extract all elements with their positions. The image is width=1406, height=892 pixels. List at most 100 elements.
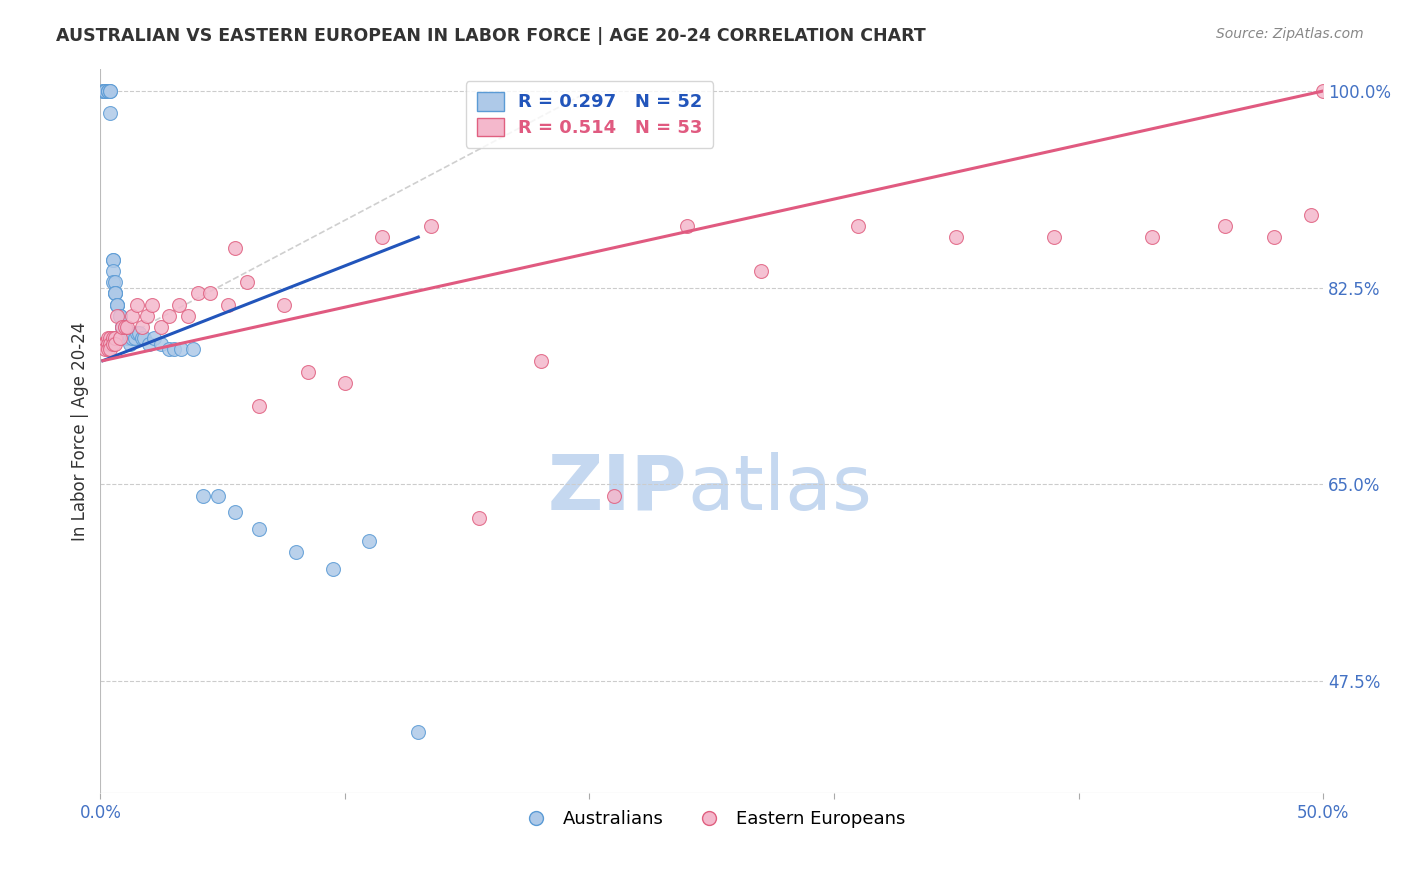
Point bbox=[406, 724, 429, 739]
Point bbox=[170, 343, 193, 357]
Point bbox=[676, 219, 699, 233]
Point bbox=[121, 331, 143, 345]
Point bbox=[603, 489, 626, 503]
Point bbox=[157, 309, 180, 323]
Point bbox=[107, 297, 129, 311]
Point bbox=[135, 309, 157, 323]
Point bbox=[273, 297, 295, 311]
Text: AUSTRALIAN VS EASTERN EUROPEAN IN LABOR FORCE | AGE 20-24 CORRELATION CHART: AUSTRALIAN VS EASTERN EUROPEAN IN LABOR … bbox=[56, 27, 927, 45]
Text: atlas: atlas bbox=[688, 452, 872, 526]
Point bbox=[104, 275, 127, 289]
Point bbox=[101, 275, 124, 289]
Point bbox=[108, 331, 131, 345]
Point bbox=[104, 331, 127, 345]
Point bbox=[98, 84, 121, 98]
Point bbox=[104, 286, 127, 301]
Point bbox=[101, 331, 124, 345]
Point bbox=[207, 489, 229, 503]
Point bbox=[224, 241, 246, 255]
Point bbox=[1263, 230, 1285, 244]
Point bbox=[98, 331, 121, 345]
Point bbox=[111, 320, 134, 334]
Point bbox=[167, 297, 190, 311]
Point bbox=[945, 230, 967, 244]
Point bbox=[97, 336, 120, 351]
Point bbox=[91, 84, 114, 98]
Point bbox=[297, 365, 319, 379]
Point bbox=[104, 286, 127, 301]
Point bbox=[117, 331, 139, 345]
Point bbox=[97, 84, 120, 98]
Point bbox=[91, 336, 114, 351]
Point bbox=[131, 320, 153, 334]
Point bbox=[224, 505, 246, 519]
Point bbox=[143, 331, 166, 345]
Point bbox=[94, 336, 117, 351]
Legend: Australians, Eastern Europeans: Australians, Eastern Europeans bbox=[510, 803, 912, 835]
Point bbox=[177, 309, 200, 323]
Point bbox=[104, 286, 127, 301]
Point bbox=[1140, 230, 1163, 244]
Point bbox=[285, 545, 308, 559]
Text: ZIP: ZIP bbox=[548, 452, 688, 526]
Y-axis label: In Labor Force | Age 20-24: In Labor Force | Age 20-24 bbox=[72, 321, 89, 541]
Point bbox=[529, 353, 551, 368]
Point bbox=[107, 309, 129, 323]
Point bbox=[114, 320, 136, 334]
Point bbox=[108, 309, 131, 323]
Point bbox=[187, 286, 209, 301]
Point bbox=[125, 297, 148, 311]
Point bbox=[97, 343, 120, 357]
Point bbox=[101, 252, 124, 267]
Point bbox=[150, 336, 173, 351]
Point bbox=[114, 326, 136, 340]
Point bbox=[131, 331, 153, 345]
Point bbox=[124, 331, 146, 345]
Point bbox=[191, 489, 214, 503]
Point bbox=[322, 561, 344, 575]
Point bbox=[108, 309, 131, 323]
Point bbox=[117, 331, 139, 345]
Point bbox=[134, 331, 156, 345]
Point bbox=[98, 84, 121, 98]
Point bbox=[1299, 208, 1322, 222]
Point bbox=[1043, 230, 1066, 244]
Point bbox=[236, 275, 259, 289]
Point bbox=[247, 399, 270, 413]
Point bbox=[111, 320, 134, 334]
Point bbox=[97, 84, 120, 98]
Point bbox=[94, 343, 117, 357]
Point bbox=[157, 343, 180, 357]
Point bbox=[419, 219, 441, 233]
Point bbox=[749, 264, 772, 278]
Point bbox=[98, 106, 121, 120]
Point bbox=[94, 336, 117, 351]
Point bbox=[333, 376, 356, 391]
Point bbox=[125, 326, 148, 340]
Point bbox=[138, 336, 160, 351]
Point bbox=[111, 320, 134, 334]
Point bbox=[1213, 219, 1236, 233]
Point bbox=[91, 84, 114, 98]
Point bbox=[370, 230, 392, 244]
Point bbox=[101, 252, 124, 267]
Point bbox=[101, 336, 124, 351]
Point bbox=[118, 336, 141, 351]
Point bbox=[118, 331, 141, 345]
Point bbox=[104, 336, 127, 351]
Point bbox=[128, 326, 150, 340]
Point bbox=[141, 297, 163, 311]
Point bbox=[150, 320, 173, 334]
Point bbox=[97, 331, 120, 345]
Point bbox=[98, 343, 121, 357]
Point bbox=[91, 336, 114, 351]
Point bbox=[114, 320, 136, 334]
Point bbox=[217, 297, 239, 311]
Point bbox=[94, 84, 117, 98]
Point bbox=[1312, 84, 1334, 98]
Point bbox=[101, 264, 124, 278]
Point bbox=[107, 297, 129, 311]
Point bbox=[247, 522, 270, 536]
Point bbox=[107, 297, 129, 311]
Point bbox=[117, 320, 139, 334]
